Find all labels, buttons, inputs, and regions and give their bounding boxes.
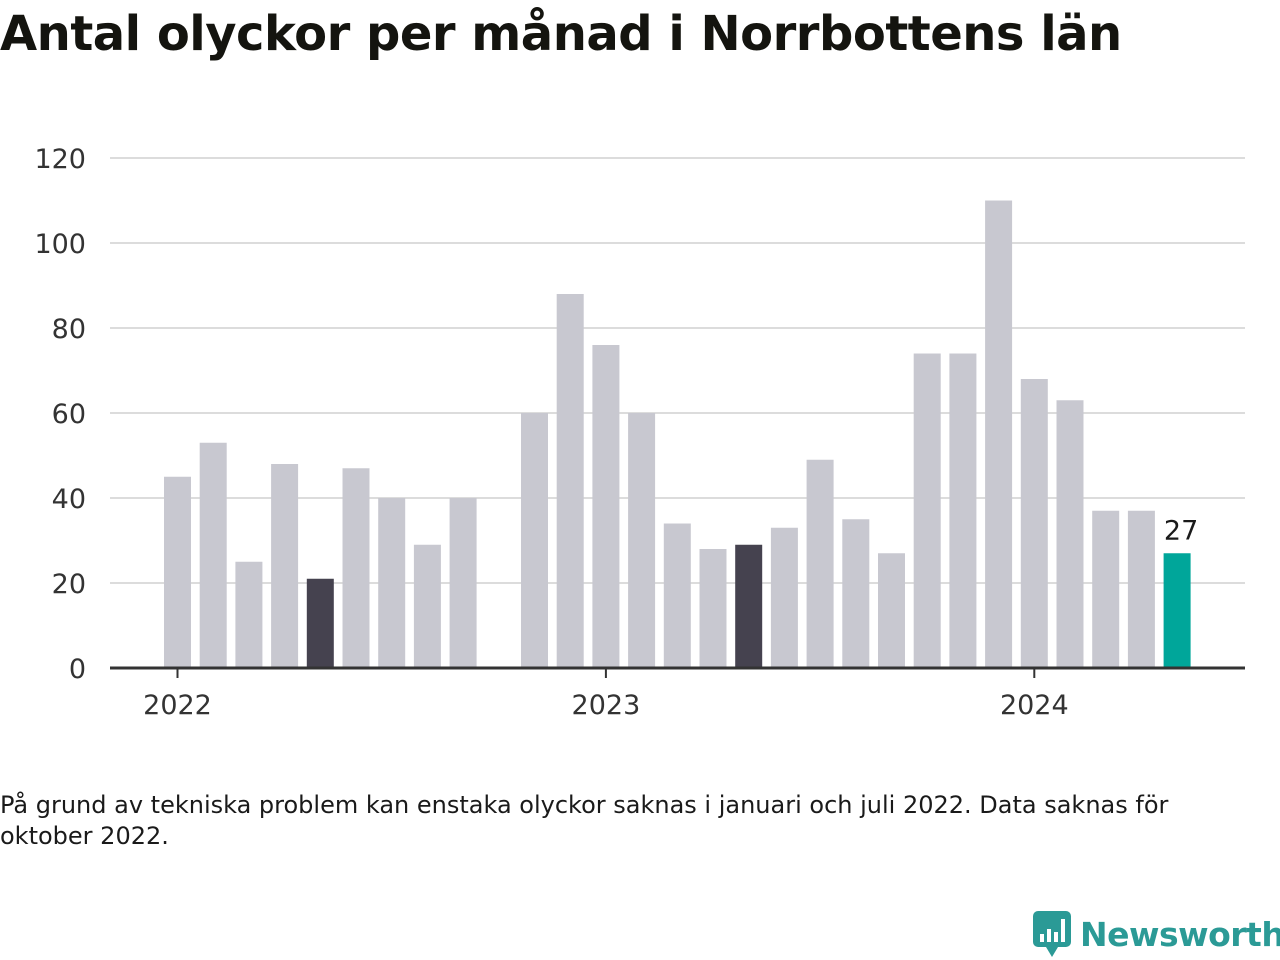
grid-lines	[110, 157, 1245, 584]
bar	[1127, 510, 1155, 668]
bar	[556, 294, 584, 668]
y-axis-ticks: 0 20 40 60 80 100 120	[34, 144, 86, 685]
bar	[663, 523, 691, 668]
bar	[949, 353, 977, 668]
bar	[592, 345, 620, 668]
bar	[342, 468, 370, 668]
bar	[164, 476, 191, 668]
y-tick-label: 80	[52, 314, 86, 345]
bar	[628, 413, 656, 668]
bar	[806, 459, 834, 668]
bar	[878, 553, 905, 668]
y-tick-label: 60	[52, 399, 86, 430]
bar	[1056, 400, 1084, 668]
bar	[913, 353, 941, 668]
bar	[521, 413, 548, 668]
x-tick-label: 2023	[572, 690, 641, 721]
bar	[1020, 379, 1048, 668]
y-tick-label: 120	[34, 144, 86, 175]
data-labels: 27	[1164, 515, 1198, 546]
bar	[985, 200, 1013, 668]
bars	[164, 200, 1191, 668]
bar	[842, 519, 870, 668]
y-tick-label: 100	[34, 229, 86, 260]
bar	[1092, 510, 1120, 668]
x-tick-label: 2022	[143, 690, 212, 721]
bar	[235, 561, 263, 668]
y-tick-label: 40	[52, 484, 86, 515]
brand-name: Newsworthy	[1080, 914, 1280, 954]
y-tick-label: 20	[52, 569, 86, 600]
bar	[413, 544, 441, 668]
bar	[735, 544, 763, 668]
data-label: 27	[1164, 515, 1198, 546]
bar	[378, 498, 406, 668]
footnote: På grund av tekniska problem kan enstaka…	[0, 791, 1169, 850]
y-tick-label: 0	[69, 654, 86, 685]
bar	[449, 498, 477, 668]
chart-title: Antal olyckor per månad i Norrbottens lä…	[0, 6, 1122, 62]
bar	[1163, 553, 1191, 668]
x-axis-ticks: 2022 2023 2024	[143, 668, 1069, 721]
bar-chart: 0 20 40 60 80 100 120 2022 2023 2024 27	[34, 144, 1245, 721]
bar	[699, 549, 727, 668]
bar	[199, 442, 227, 668]
bar	[271, 464, 299, 668]
newsworthy-logo: Newsworthy	[1032, 910, 1280, 958]
bar	[306, 578, 334, 668]
newsworthy-bar-chart-icon	[1033, 911, 1071, 957]
bar	[770, 527, 798, 668]
x-tick-label: 2024	[1000, 690, 1069, 721]
